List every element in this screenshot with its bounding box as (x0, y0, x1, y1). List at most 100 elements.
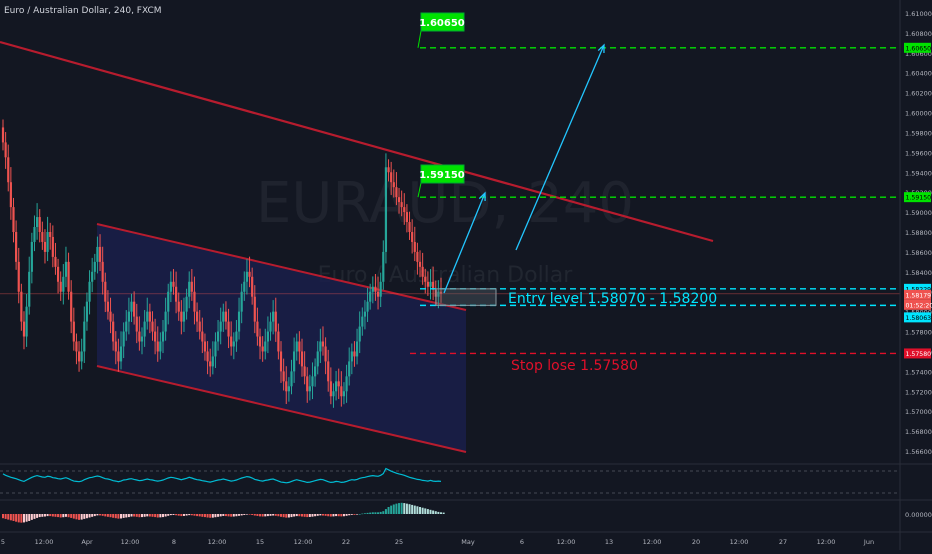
hist-zero-label: 0.00000 (905, 511, 932, 519)
candle-body (285, 381, 287, 391)
candle-body (338, 381, 340, 386)
histogram-bar (401, 503, 403, 514)
histogram-bar (395, 504, 397, 514)
histogram-bar (65, 514, 67, 517)
histogram-bar (374, 512, 376, 514)
candle-body (138, 332, 140, 342)
candle-body (327, 361, 329, 381)
candle-body (317, 351, 319, 366)
candle-body (199, 322, 201, 332)
candle-body (272, 312, 274, 322)
badge-entry-low-text: 1.58063 (906, 315, 932, 322)
badge-stop-text: 1.57580 (906, 351, 932, 358)
histogram-bar (317, 514, 319, 516)
histogram-bar (39, 514, 41, 517)
candle-body (102, 262, 104, 282)
candle-body (390, 172, 392, 182)
histogram-bar (41, 514, 43, 517)
histogram-bar (330, 514, 332, 517)
price-tick-label: 1.57000 (905, 408, 932, 416)
histogram-bar (133, 514, 135, 517)
stop-loss-text[interactable]: Stop lose 1.57580 (511, 358, 638, 374)
candle-body (340, 386, 342, 396)
time-tick-label: Apr (81, 538, 93, 546)
candle-body (165, 312, 167, 332)
candle-body (233, 342, 235, 347)
candle-body (157, 342, 159, 352)
target1-label[interactable]: 1.60650 (419, 13, 465, 31)
candle-body (33, 227, 35, 242)
histogram-bar (298, 514, 300, 516)
candle-body (154, 332, 156, 342)
candle-body (374, 287, 376, 292)
histogram-bar (296, 514, 298, 516)
histogram-bar (220, 514, 222, 516)
entry-level-text[interactable]: Entry level 1.58070 - 1.58200 (508, 291, 717, 307)
histogram-bar (301, 514, 303, 517)
time-tick-label: 27 (779, 538, 787, 546)
histogram-bar (96, 514, 98, 515)
candle-body (387, 167, 389, 172)
candle-body (99, 247, 101, 262)
candle-body (212, 356, 214, 366)
histogram-bar (275, 514, 277, 516)
badge-target2-text: 1.59150 (906, 195, 932, 202)
price-tick-label: 1.59400 (905, 169, 932, 177)
candle-body (332, 391, 334, 396)
candle-body (243, 282, 245, 292)
price-tick-label: 1.59600 (905, 149, 932, 157)
candle-body (251, 277, 253, 297)
histogram-bar (285, 514, 287, 518)
candle-body (364, 312, 366, 317)
histogram-bar (178, 514, 180, 516)
candle-body (345, 376, 347, 391)
histogram-bar (18, 514, 20, 522)
histogram-bar (319, 514, 321, 515)
histogram-bar (91, 514, 93, 517)
histogram-bar (44, 514, 46, 517)
candle-body (57, 267, 59, 282)
candle-body (230, 337, 232, 347)
candle-body (128, 312, 130, 322)
candle-body (235, 332, 237, 342)
histogram-bar (351, 514, 353, 515)
candle-body (18, 262, 20, 292)
price-tick-label: 1.61000 (905, 10, 932, 18)
candle-body (206, 351, 208, 361)
histogram-bar (73, 514, 75, 519)
histogram-bar (406, 504, 408, 514)
symbol-header[interactable]: Euro / Australian Dollar, 240, FXCM (4, 6, 162, 16)
histogram-bar (196, 514, 198, 516)
candle-body (403, 207, 405, 212)
histogram-bar (238, 514, 240, 516)
histogram-bar (120, 514, 122, 518)
histogram-bar (172, 514, 174, 515)
candle-body (267, 332, 269, 342)
histogram-bar (149, 514, 151, 517)
candle-body (217, 332, 219, 342)
candle-body (81, 351, 83, 361)
histogram-bar (144, 514, 146, 517)
histogram-bar (62, 514, 64, 517)
histogram-bar (388, 507, 390, 514)
histogram-bar (291, 514, 293, 517)
histogram-bar (382, 511, 384, 514)
histogram-bar (193, 514, 195, 516)
histogram-bar (304, 514, 306, 517)
histogram-bar (141, 514, 143, 517)
candle-body (41, 232, 43, 242)
histogram-bar (115, 514, 117, 518)
candle-body (377, 292, 379, 297)
time-tick-label: 22 (342, 538, 350, 546)
histogram-bar (57, 514, 59, 517)
price-tick-label: 1.58400 (905, 269, 932, 277)
histogram-bar (264, 514, 266, 516)
histogram-bar (33, 514, 35, 519)
candle-body (20, 292, 22, 322)
target2-label[interactable]: 1.59150 (419, 165, 465, 183)
candle-body (201, 332, 203, 342)
candle-body (185, 297, 187, 312)
histogram-bar (207, 514, 209, 518)
